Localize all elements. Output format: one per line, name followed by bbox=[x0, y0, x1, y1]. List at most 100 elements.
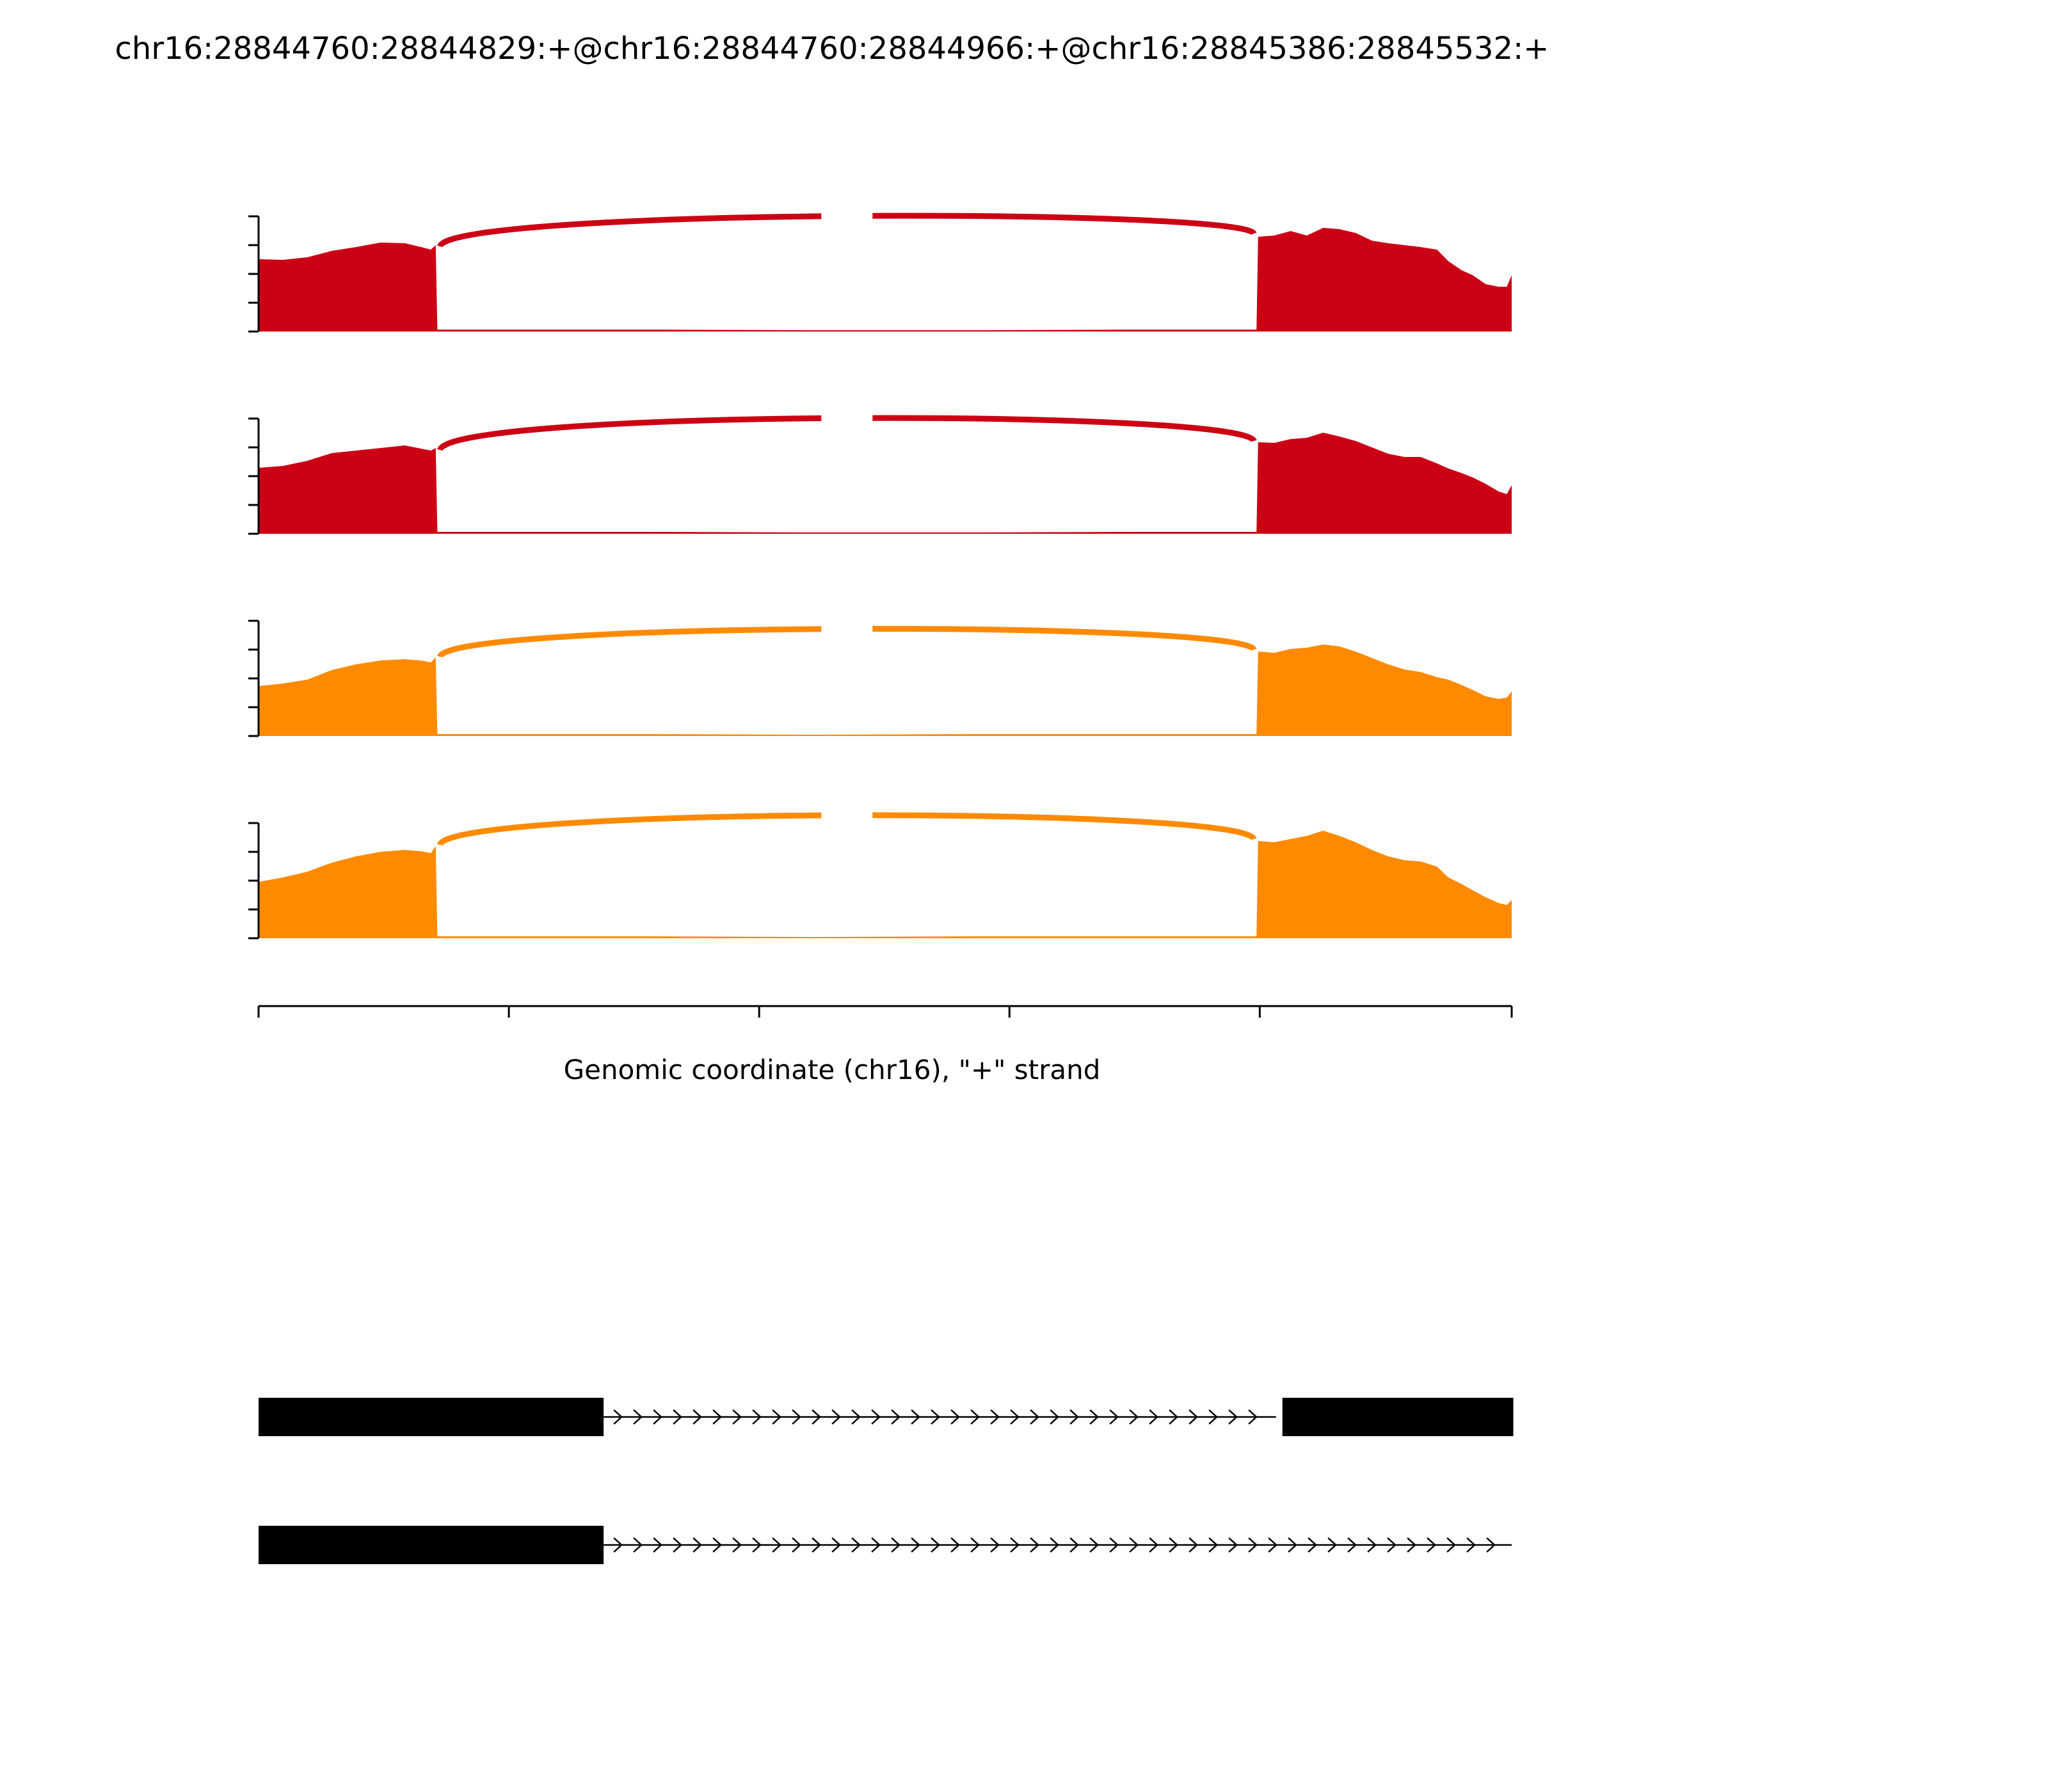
junction-count-bg bbox=[821, 808, 873, 828]
strand-arrow bbox=[692, 1537, 702, 1553]
strand-arrow bbox=[1208, 1537, 1218, 1553]
strand-arrow bbox=[871, 1537, 881, 1553]
strand-arrow bbox=[1248, 1409, 1258, 1425]
strand-arrow bbox=[653, 1537, 662, 1553]
strand-arrow bbox=[1228, 1537, 1238, 1553]
strand-arrow bbox=[1466, 1537, 1476, 1553]
strand-arrow bbox=[1188, 1537, 1198, 1553]
strand-arrow bbox=[931, 1537, 940, 1553]
strand-arrow bbox=[970, 1537, 980, 1553]
strand-arrow bbox=[633, 1409, 643, 1425]
strand-arrow bbox=[732, 1409, 742, 1425]
strand-arrow bbox=[1010, 1537, 1020, 1553]
strand-arrow bbox=[931, 1409, 940, 1425]
strand-arrow bbox=[1129, 1537, 1139, 1553]
strand-arrow bbox=[911, 1537, 920, 1553]
gene-models bbox=[259, 1398, 1514, 1564]
strand-arrow bbox=[1288, 1537, 1297, 1553]
strand-arrow bbox=[1169, 1537, 1178, 1553]
strand-arrow bbox=[712, 1537, 722, 1553]
strand-arrow bbox=[1248, 1537, 1258, 1553]
junction-count-bg bbox=[821, 209, 873, 229]
strand-arrow bbox=[1169, 1409, 1178, 1425]
strand-arrow bbox=[1268, 1537, 1277, 1553]
strand-arrow bbox=[1109, 1537, 1119, 1553]
strand-arrow bbox=[871, 1409, 881, 1425]
strand-arrow bbox=[1188, 1409, 1198, 1425]
strand-arrow bbox=[1050, 1537, 1059, 1553]
strand-arrow bbox=[1446, 1537, 1456, 1553]
track-3 bbox=[248, 620, 1512, 737]
exon-block bbox=[259, 1398, 604, 1436]
strand-arrow bbox=[1208, 1409, 1218, 1425]
strand-arrow bbox=[950, 1537, 960, 1553]
strand-arrow bbox=[692, 1409, 702, 1425]
strand-arrow bbox=[752, 1537, 762, 1553]
track-1 bbox=[248, 209, 1512, 333]
exon-block bbox=[259, 1526, 604, 1564]
strand-arrow bbox=[772, 1409, 781, 1425]
strand-arrow bbox=[732, 1537, 742, 1553]
strand-arrow bbox=[1427, 1537, 1436, 1553]
strand-arrow bbox=[613, 1409, 623, 1425]
exon-block bbox=[1282, 1398, 1514, 1436]
strand-arrow bbox=[1486, 1537, 1496, 1553]
coverage-area bbox=[259, 644, 1512, 736]
strand-arrow bbox=[851, 1409, 861, 1425]
strand-arrow bbox=[1327, 1537, 1337, 1553]
strand-arrow bbox=[891, 1537, 900, 1553]
strand-arrow bbox=[1069, 1537, 1079, 1553]
strand-arrow bbox=[1089, 1409, 1099, 1425]
gene-model-1 bbox=[259, 1398, 1514, 1436]
strand-arrow bbox=[831, 1409, 841, 1425]
strand-arrow bbox=[1010, 1409, 1020, 1425]
strand-arrow bbox=[970, 1409, 980, 1425]
track-4 bbox=[248, 808, 1512, 940]
strand-arrow bbox=[1030, 1409, 1039, 1425]
strand-arrow bbox=[752, 1409, 762, 1425]
strand-arrow bbox=[613, 1537, 623, 1553]
strand-arrow bbox=[792, 1537, 801, 1553]
strand-arrow bbox=[673, 1409, 682, 1425]
strand-arrow bbox=[812, 1409, 821, 1425]
coverage-area bbox=[259, 831, 1512, 938]
strand-arrow bbox=[1149, 1409, 1158, 1425]
figure-title: chr16:28844760:28844829:+@chr16:28844760… bbox=[115, 31, 1549, 67]
strand-arrow bbox=[653, 1409, 662, 1425]
strand-arrow bbox=[1050, 1409, 1059, 1425]
strand-arrow bbox=[1030, 1537, 1039, 1553]
strand-arrow bbox=[1387, 1537, 1396, 1553]
strand-arrow bbox=[1149, 1537, 1158, 1553]
strand-arrow bbox=[1109, 1409, 1119, 1425]
strand-arrow bbox=[911, 1409, 920, 1425]
strand-arrow bbox=[950, 1409, 960, 1425]
strand-arrow bbox=[1347, 1537, 1357, 1553]
strand-arrow bbox=[1228, 1409, 1238, 1425]
coverage-area bbox=[259, 228, 1512, 332]
strand-arrow bbox=[1308, 1537, 1317, 1553]
coverage-tracks bbox=[248, 209, 1512, 940]
x-axis bbox=[257, 1005, 1513, 1018]
strand-arrow bbox=[1407, 1537, 1416, 1553]
strand-arrow bbox=[990, 1409, 1000, 1425]
strand-arrow bbox=[772, 1537, 781, 1553]
strand-arrow bbox=[1129, 1409, 1139, 1425]
junction-count-bg bbox=[821, 412, 873, 431]
strand-arrow bbox=[891, 1409, 900, 1425]
junction-count-bg bbox=[821, 622, 873, 642]
strand-arrow bbox=[990, 1537, 1000, 1553]
strand-arrow bbox=[792, 1409, 801, 1425]
strand-arrow bbox=[1089, 1537, 1099, 1553]
strand-arrow bbox=[812, 1537, 821, 1553]
strand-arrow bbox=[1367, 1537, 1377, 1553]
track-2 bbox=[248, 412, 1512, 535]
strand-arrow bbox=[851, 1537, 861, 1553]
coverage-area bbox=[259, 433, 1512, 534]
strand-arrow bbox=[712, 1409, 722, 1425]
strand-arrow bbox=[673, 1537, 682, 1553]
strand-arrow bbox=[831, 1537, 841, 1553]
gene-model-2 bbox=[259, 1526, 1512, 1564]
strand-arrow bbox=[1069, 1409, 1079, 1425]
x-axis-label: Genomic coordinate (chr16), "+" strand bbox=[564, 1054, 1101, 1085]
